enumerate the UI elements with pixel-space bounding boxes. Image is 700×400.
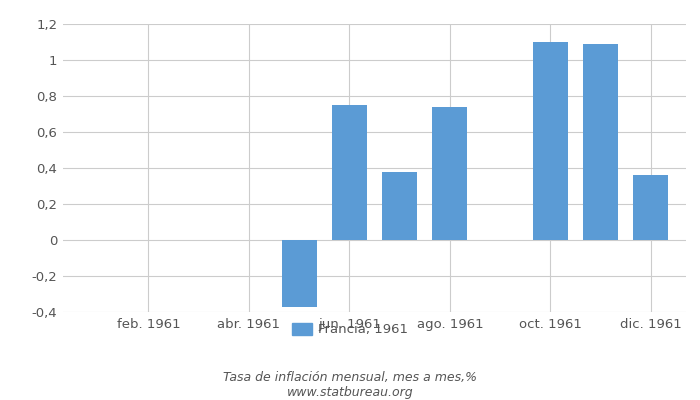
Text: Tasa de inflación mensual, mes a mes,%: Tasa de inflación mensual, mes a mes,% (223, 372, 477, 384)
Bar (281, 240, 316, 306)
Bar (382, 172, 417, 240)
Bar (583, 44, 618, 240)
Bar (533, 42, 568, 240)
Bar (332, 105, 367, 240)
Bar (433, 107, 468, 240)
Text: www.statbureau.org: www.statbureau.org (287, 386, 413, 399)
Legend: Francia, 1961: Francia, 1961 (286, 318, 414, 342)
Bar (634, 175, 668, 240)
